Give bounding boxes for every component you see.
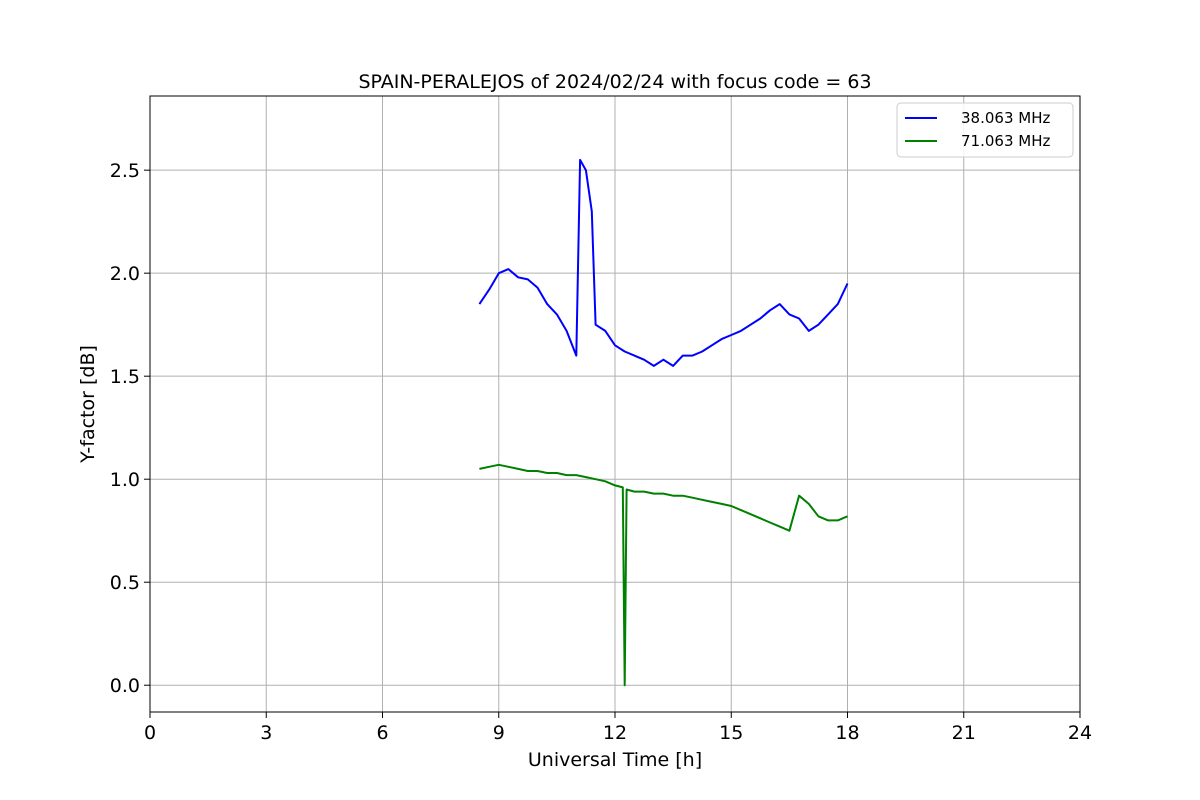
y-tick-label: 1.0	[110, 469, 140, 491]
series-line-0	[478, 158, 849, 367]
x-tick-label: 0	[144, 722, 156, 744]
y-tick-label: 1.5	[110, 366, 140, 388]
x-axis-label: Universal Time [h]	[528, 749, 702, 771]
legend: 38.063 MHz 71.063 MHz	[896, 102, 1074, 158]
chart-title: SPAIN-PERALEJOS of 2024/02/24 with focus…	[358, 71, 871, 93]
x-tick-label: 12	[603, 722, 627, 744]
y-tick-label: 0.0	[110, 675, 140, 697]
y-tick-label: 2.0	[110, 263, 140, 285]
series-line-1	[479, 463, 848, 687]
y-tick-label: 0.5	[110, 572, 140, 594]
series-layer	[478, 158, 849, 687]
legend-box	[896, 102, 1074, 158]
y-tick-label: 2.5	[110, 160, 140, 182]
x-tick-label: 9	[493, 722, 505, 744]
x-tick-label: 6	[376, 722, 388, 744]
x-tick-label: 15	[719, 722, 743, 744]
x-tick-label: 3	[260, 722, 272, 744]
y-axis-label: Y-factor [dB]	[77, 345, 99, 464]
legend-label-0: 38.063 MHz	[961, 109, 1050, 127]
legend-label-1: 71.063 MHz	[961, 132, 1050, 150]
x-tick-label: 21	[952, 722, 976, 744]
grid	[149, 96, 1081, 712]
x-tick-label: 18	[835, 722, 859, 744]
ticks: 0 3 6 9 12 15 18 21 24 0.0 0.5 1.0 1.5 2.0 2.5	[110, 160, 1092, 744]
x-tick-label: 24	[1068, 722, 1092, 744]
